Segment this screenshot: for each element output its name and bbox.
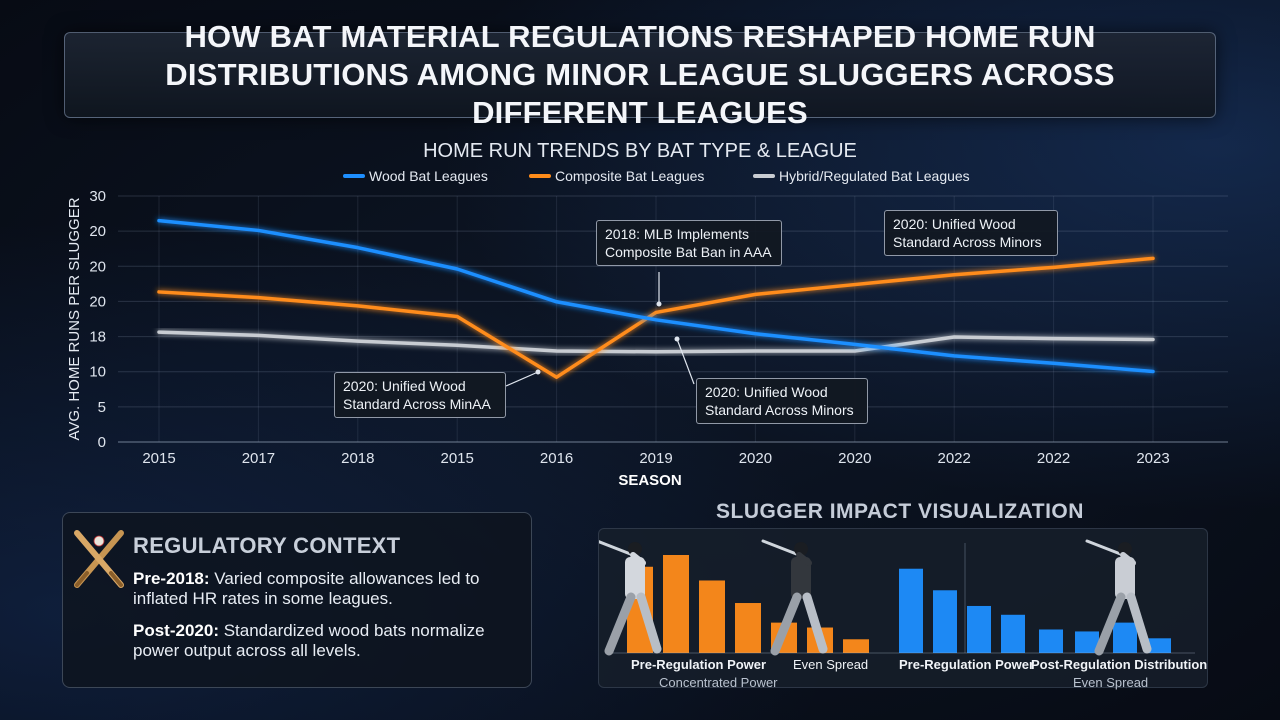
batter-figure-1: [761, 539, 828, 656]
batter-figure-2: [1085, 539, 1152, 656]
x-tick-label-9: 2022: [1037, 450, 1070, 467]
x-tick-label-6: 2020: [739, 450, 772, 467]
context-pre-2018: Pre-2018: Varied composite allowances le…: [133, 569, 523, 609]
legend-label-0: Wood Bat Leagues: [369, 168, 488, 184]
context-post-2020: Post-2020: Standardized wood bats normal…: [133, 621, 523, 661]
context-post-2020-text: Standardized wood bats normalize power o…: [133, 621, 485, 660]
x-tick-label-7: 2020: [838, 450, 871, 467]
impact-panel: Pre-Regulation Power Even Spread Concent…: [598, 528, 1208, 690]
series-line-0: [157, 218, 1155, 374]
y-tick-label-7: 30: [89, 188, 106, 205]
callout-pointer-1: [505, 371, 539, 387]
post-regulation-bar-6: [1113, 622, 1137, 653]
batter-bat-0: [599, 540, 635, 557]
title-banner: HOW BAT MATERIAL REGULATIONS RESHAPED HO…: [64, 19, 1216, 130]
label-pre-regulation-left: Pre-Regulation Power: [631, 657, 767, 672]
x-tick-label-5: 2019: [639, 450, 672, 467]
post-regulation-bar-7: [1147, 638, 1171, 653]
batter-figure-0: [599, 540, 662, 656]
post-regulation-bar-5: [1075, 631, 1099, 653]
regulatory-context-panel: REGULATORY CONTEXT Pre-2018: Varied comp…: [62, 512, 532, 688]
y-tick-label-0: 0: [98, 434, 106, 451]
series-line-2: [157, 330, 1155, 354]
post-regulation-bar-1: [933, 590, 957, 653]
post-regulation-bar-0: [899, 568, 923, 653]
line-chart-svg: HOME RUN TRENDS BY BAT TYPE & LEAGUE Wood…: [66, 140, 1228, 489]
y-tick-label-3: 18: [89, 329, 106, 346]
batter-leg-front-2: [1126, 592, 1152, 654]
crossed-bats-icon: [74, 530, 124, 588]
chart-title: HOME RUN TRENDS BY BAT TYPE & LEAGUE: [423, 140, 857, 162]
annotation-2018-ban: 2018: MLB Implements Composite Bat Ban i…: [596, 220, 782, 266]
post-regulation-bar-2: [967, 605, 991, 653]
callout-pointer-2: [676, 338, 695, 385]
y-tick-label-2: 10: [89, 364, 106, 381]
annotation-2020-minaa: 2020: Unified Wood Standard Across MinAA: [334, 372, 506, 418]
context-post-2020-label: Post-2020:: [133, 621, 219, 640]
label-even-spread-left: Even Spread: [793, 657, 869, 672]
pre-regulation-bar-1: [663, 555, 689, 653]
y-tick-label-5: 20: [89, 258, 106, 275]
batter-leg-front-1: [802, 592, 828, 654]
line-chart: HOME RUN TRENDS BY BAT TYPE & LEAGUE Wood…: [0, 130, 1280, 500]
batter-arm-2: [1120, 552, 1136, 566]
batter-bat-2: [1085, 539, 1125, 557]
x-tick-label-1: 2017: [242, 450, 275, 467]
context-pre-2018-label: Pre-2018:: [133, 569, 210, 588]
batter-leg-back-1: [770, 592, 802, 656]
y-axis-label: AVG. HOME RUNS PER SLUGGER: [66, 197, 83, 440]
x-axis-label: SEASON: [618, 472, 681, 489]
batter-leg-back-0: [604, 592, 636, 656]
batter-torso-1: [791, 557, 811, 599]
callout-pointer-dot-0: [656, 301, 662, 307]
context-title: REGULATORY CONTEXT: [133, 533, 401, 558]
batter-leg-front-0: [636, 592, 662, 654]
annotation-2020-minors-bottom: 2020: Unified Wood Standard Across Minor…: [696, 378, 868, 424]
x-tick-label-2: 2018: [341, 450, 374, 467]
legend-label-1: Composite Bat Leagues: [555, 168, 704, 184]
label-pre-regulation-right: Pre-Regulation Power: [899, 657, 1035, 672]
pre-regulation-bar-3: [735, 603, 761, 653]
page-title: HOW BAT MATERIAL REGULATIONS RESHAPED HO…: [165, 19, 1115, 130]
label-even-spread-right: Even Spread: [1073, 675, 1149, 690]
pre-regulation-bar-6: [843, 639, 869, 653]
post-regulation-bar-3: [1001, 614, 1025, 653]
y-tick-label-4: 20: [89, 293, 106, 310]
impact-bars-svg: [599, 539, 1195, 656]
annotation-2020-minors-top: 2020: Unified Wood Standard Across Minor…: [884, 210, 1058, 256]
batter-arm-1: [796, 552, 812, 566]
batter-torso-0: [625, 557, 645, 599]
label-post-regulation: Post-Regulation Distribution: [1031, 657, 1208, 672]
x-tick-label-3: 2015: [441, 450, 474, 467]
label-concentrated-power: Concentrated Power: [659, 675, 778, 690]
y-tick-label-1: 5: [98, 399, 106, 416]
batter-bat-1: [761, 539, 801, 557]
context-pre-2018-text: Varied composite allowances led to infla…: [133, 569, 480, 608]
callout-pointer-dot-1: [535, 369, 541, 375]
x-tick-label-0: 2015: [142, 450, 175, 467]
legend-label-2: Hybrid/Regulated Bat Leagues: [779, 168, 970, 184]
batter-torso-2: [1115, 557, 1135, 599]
impact-title: SLUGGER IMPACT VISUALIZATION: [716, 500, 1084, 523]
x-tick-label-4: 2016: [540, 450, 573, 467]
x-tick-label-8: 2022: [938, 450, 971, 467]
batter-leg-back-2: [1094, 592, 1126, 656]
x-tick-label-10: 2023: [1136, 450, 1169, 467]
callout-pointer-dot-2: [674, 336, 680, 342]
pre-regulation-bar-2: [699, 580, 725, 653]
series-line-1: [157, 256, 1155, 379]
y-tick-label-6: 20: [89, 223, 106, 240]
batter-arm-0: [630, 552, 646, 566]
post-regulation-bar-4: [1039, 629, 1063, 653]
